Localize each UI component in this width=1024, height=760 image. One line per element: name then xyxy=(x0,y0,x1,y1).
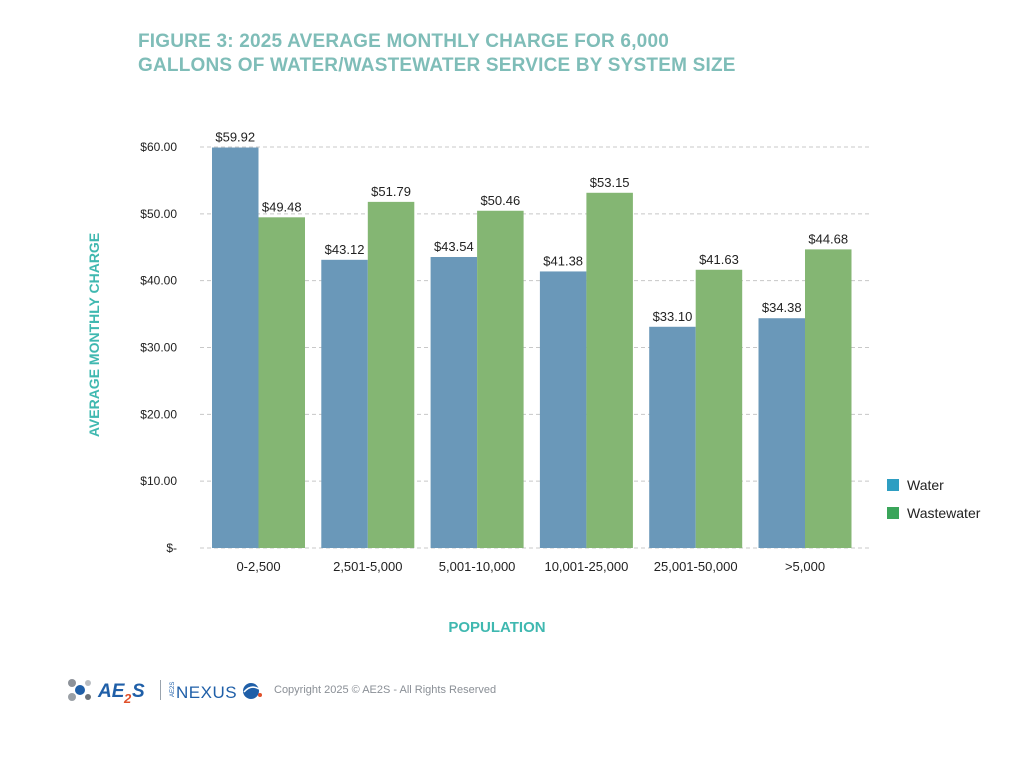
bar-wastewater xyxy=(586,192,633,549)
bar-water xyxy=(430,257,478,548)
data-label: $44.68 xyxy=(808,231,848,246)
bar-wastewater xyxy=(477,210,524,548)
data-label: $34.38 xyxy=(762,300,802,315)
y-axis-ticks: $- $10.00 $20.00 $30.00 $40.00 $50.00 $60.00 xyxy=(140,140,177,555)
y-tick-label: $30.00 xyxy=(140,341,177,355)
data-label: $59.92 xyxy=(215,130,255,145)
bar-wastewater xyxy=(805,249,852,548)
bars xyxy=(212,147,852,549)
data-label: $53.15 xyxy=(590,175,630,190)
svg-text:NEXUS: NEXUS xyxy=(176,683,237,702)
x-tick-label: 10,001-25,000 xyxy=(544,559,628,574)
data-label: $33.10 xyxy=(653,309,693,324)
y-tick-label: $20.00 xyxy=(140,407,177,421)
bar-water xyxy=(212,147,259,548)
data-label: $49.48 xyxy=(262,199,302,214)
legend: Water Wastewater xyxy=(887,477,981,521)
legend-swatch-water xyxy=(887,479,899,491)
svg-text:2: 2 xyxy=(123,691,132,706)
nexus-logo: AE2S NEXUS xyxy=(170,682,262,702)
svg-text:S: S xyxy=(132,681,145,702)
y-tick-label: $10.00 xyxy=(140,474,177,488)
bar-wastewater xyxy=(695,269,743,548)
chart-title-line-1: FIGURE 3: 2025 AVERAGE MONTHLY CHARGE FO… xyxy=(138,31,669,52)
logo-divider xyxy=(160,680,161,700)
data-label: $43.54 xyxy=(434,239,474,254)
data-label: $41.38 xyxy=(543,253,583,268)
y-tick-label: $60.00 xyxy=(140,140,177,154)
bar-water xyxy=(649,326,696,548)
legend-label-water: Water xyxy=(907,477,944,493)
x-tick-label: 5,001-10,000 xyxy=(439,559,516,574)
footer: AE 2 S AE2S NEXUS Copyright 2025 © AE2S … xyxy=(66,674,566,706)
legend-swatch-wastewater xyxy=(887,507,899,519)
bar-water xyxy=(321,259,368,548)
copyright-text: Copyright 2025 © AE2S - All Rights Reser… xyxy=(274,684,497,696)
data-labels: $59.92 $49.48 $43.12 $51.79 $43.54 $50.46 $41.… xyxy=(215,130,848,324)
bar-wastewater xyxy=(258,217,305,549)
data-label: $51.79 xyxy=(371,184,411,199)
x-tick-label: 2,501-5,000 xyxy=(333,559,402,574)
x-tick-label: 25,001-50,000 xyxy=(654,559,738,574)
svg-text:AE: AE xyxy=(97,681,126,702)
bar-water xyxy=(758,318,805,548)
legend-label-wastewater: Wastewater xyxy=(907,505,981,521)
y-tick-label: $50.00 xyxy=(140,207,177,221)
data-label: $50.46 xyxy=(480,193,520,208)
chart-title: FIGURE 3: 2025 AVERAGE MONTHLY CHARGE FO… xyxy=(138,30,838,78)
data-label: $43.12 xyxy=(325,242,365,257)
x-axis-ticks: 0-2,500 2,501-5,000 5,001-10,000 10,001-25,… xyxy=(236,559,825,574)
chart-title-line-2: GALLONS OF WATER/WASTEWATER SERVICE BY S… xyxy=(138,55,736,76)
x-tick-label: 0-2,500 xyxy=(236,559,280,574)
x-axis-title: POPULATION xyxy=(448,619,546,636)
svg-text:AE2S: AE2S xyxy=(170,682,176,697)
data-label: $41.63 xyxy=(699,252,739,267)
y-tick-label: $- xyxy=(166,541,177,555)
y-tick-label: $40.00 xyxy=(140,274,177,288)
x-tick-label: >5,000 xyxy=(785,559,825,574)
ae2s-logo: AE 2 S xyxy=(68,679,145,706)
bar-wastewater xyxy=(367,201,415,548)
bar-water xyxy=(539,271,587,548)
